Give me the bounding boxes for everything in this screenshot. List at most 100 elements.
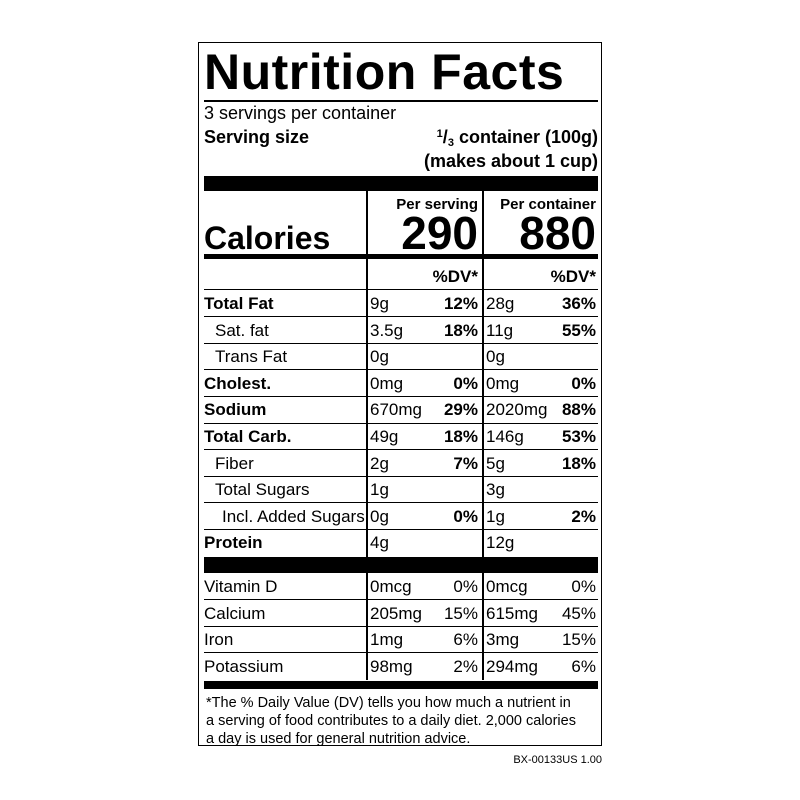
nutrient-name: Total Carb.: [204, 427, 292, 446]
daily-value: 55%: [561, 320, 596, 340]
calories-value: 290: [401, 207, 478, 259]
nutrient-name: Sat. fat: [215, 320, 269, 340]
column-divider: [482, 191, 484, 680]
serving-size-label: Serving size: [204, 127, 310, 147]
rule: [204, 100, 598, 102]
amount: 3mg: [486, 630, 520, 650]
amount: 670mg: [370, 400, 422, 420]
row-rule: [204, 652, 598, 654]
amount: 0g: [370, 347, 389, 367]
daily-value: 18%: [443, 427, 478, 446]
daily-value: 15%: [561, 630, 596, 650]
amount: 294mg: [486, 656, 538, 676]
amount: 28g: [486, 294, 515, 313]
nutrient-name: Potassium: [204, 656, 284, 676]
nutrient-name: Iron: [204, 630, 234, 650]
calories-heading: Per serving: [396, 196, 478, 213]
amount: 11g: [486, 320, 514, 340]
nutrient-name: Sodium: [204, 400, 267, 420]
title: Nutrition Facts: [204, 44, 565, 100]
daily-value: 6%: [571, 656, 596, 676]
serving-size-text: container (100g): [458, 127, 598, 147]
row-rule: [204, 475, 598, 477]
calories-value: 880: [519, 207, 596, 259]
amount: 12g: [486, 533, 515, 553]
amount: 0g: [370, 506, 389, 526]
footnote-line: *The % Daily Value (DV) tells you how mu…: [206, 695, 571, 711]
daily-value: 0%: [571, 373, 596, 393]
footnote-line: a day is used for general nutrition advi…: [206, 731, 471, 747]
daily-value: 15%: [443, 603, 478, 623]
amount: 2020mg: [486, 400, 548, 420]
amount: 0mcg: [486, 577, 528, 596]
daily-value: 2%: [453, 656, 478, 676]
row-rule: [204, 316, 598, 318]
row-rule: [204, 599, 598, 601]
amount: 3g: [486, 480, 505, 500]
amount: 5g: [486, 453, 505, 473]
nutrient-name: Cholest.: [204, 373, 272, 393]
amount: 3.5g: [370, 320, 404, 340]
row-rule: [204, 369, 598, 371]
daily-value: 29%: [443, 400, 478, 420]
nutrient-name: Total Sugars: [215, 480, 310, 500]
amount: 0mg: [486, 373, 520, 393]
daily-value: 53%: [561, 427, 596, 446]
amount: 49g: [370, 427, 399, 446]
daily-value: 0%: [453, 577, 478, 596]
daily-value: 6%: [453, 630, 478, 650]
nutrient-name: Protein: [204, 533, 263, 553]
row-rule: [204, 502, 598, 504]
daily-value: 0%: [571, 577, 596, 596]
daily-value: 88%: [561, 400, 596, 420]
dv-heading: %DV*: [432, 267, 478, 286]
thick-bar: [204, 176, 598, 191]
daily-value: 45%: [561, 603, 596, 623]
medium-bar: [204, 254, 598, 259]
calories-label: Calories: [204, 220, 331, 256]
daily-value: 7%: [453, 453, 478, 473]
daily-value: 12%: [443, 294, 478, 313]
amount: 0mcg: [370, 577, 412, 596]
amount: 0mg: [370, 373, 404, 393]
daily-value: 0%: [453, 506, 478, 526]
daily-value: 18%: [443, 320, 478, 340]
nutrient-name: Vitamin D: [204, 577, 278, 596]
thick-bar: [204, 681, 598, 689]
amount: 205mg: [370, 603, 422, 623]
column-divider: [366, 191, 368, 680]
nutrient-name: Incl. Added Sugars: [222, 506, 365, 526]
amount: 2g: [370, 453, 389, 473]
nutrient-name: Total Fat: [204, 294, 274, 313]
daily-value: 0%: [453, 373, 478, 393]
amount: 615mg: [486, 603, 538, 623]
row-rule: [204, 449, 598, 451]
amount: 1mg: [370, 630, 404, 650]
amount: 1g: [486, 506, 505, 526]
daily-value: 36%: [561, 294, 596, 313]
row-rule: [204, 557, 598, 573]
amount: 98mg: [370, 656, 413, 676]
serving-size-note: (makes about 1 cup): [423, 151, 598, 171]
row-rule: [204, 342, 598, 344]
nutrient-name: Calcium: [204, 603, 266, 623]
amount: 1g: [370, 480, 389, 500]
row-rule: [204, 625, 598, 627]
row-rule: [204, 422, 598, 424]
amount: 146g: [486, 427, 524, 446]
product-code: BX-00133US 1.00: [513, 754, 602, 766]
row-rule: [204, 395, 598, 397]
label-border: [198, 42, 602, 746]
amount: 4g: [370, 533, 389, 553]
amount: 9g: [370, 294, 389, 313]
nutrient-name: Trans Fat: [215, 347, 288, 367]
serving-size-amount: 1/3 container (100g): [436, 127, 598, 149]
daily-value: 2%: [571, 506, 596, 526]
dv-heading: %DV*: [550, 267, 596, 286]
row-rule: [204, 528, 598, 530]
row-rule: [204, 289, 598, 290]
nutrient-name: Fiber: [215, 453, 254, 473]
fraction-numerator: 1: [436, 128, 443, 140]
fraction-denominator: 3: [447, 137, 454, 149]
